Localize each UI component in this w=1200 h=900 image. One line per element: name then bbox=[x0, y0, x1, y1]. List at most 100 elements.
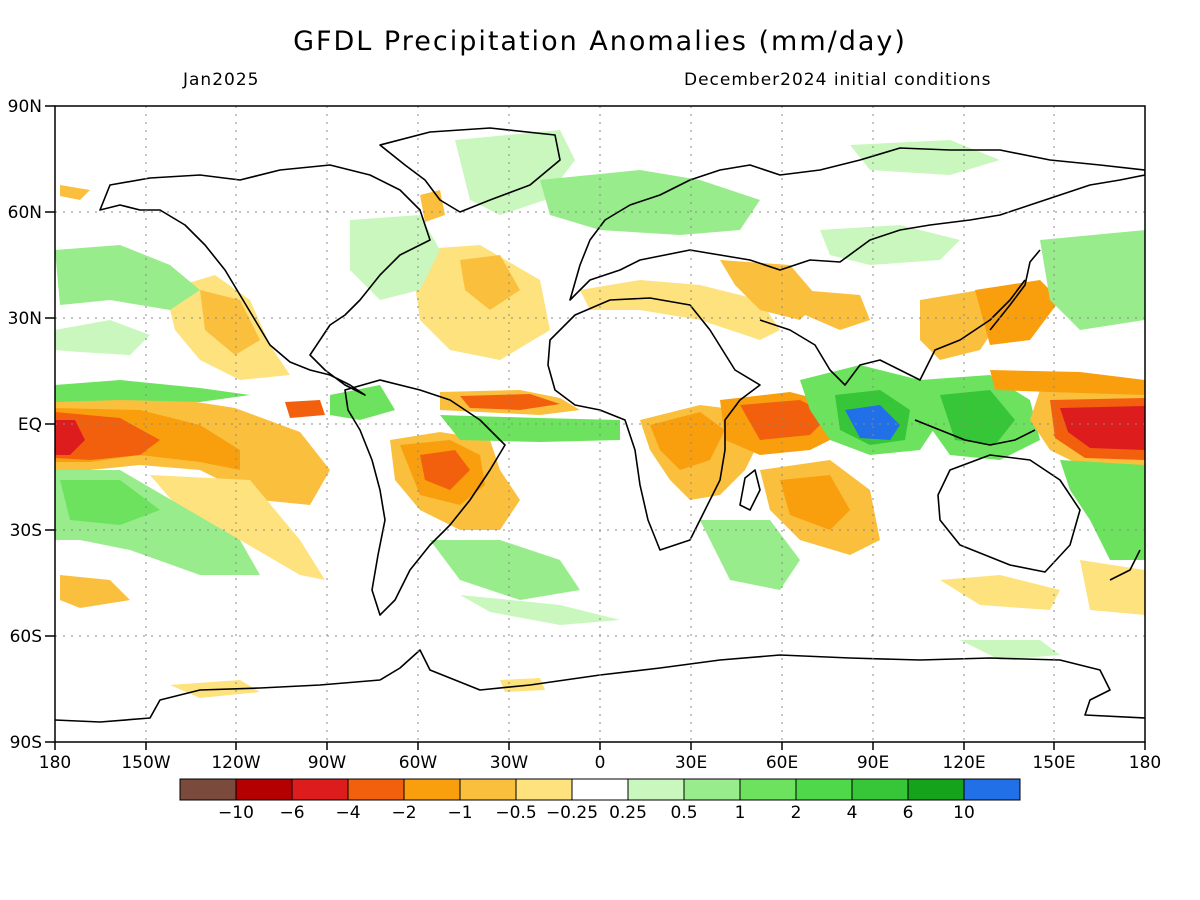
lat-axis: 90N 60N 30N EQ 30S 60S 90S bbox=[8, 97, 55, 753]
coastline-north-america bbox=[99, 164, 431, 396]
lon-label: 60W bbox=[399, 753, 438, 773]
grid-lines bbox=[55, 106, 1145, 742]
anomaly-region bbox=[940, 575, 1060, 610]
anomaly-region bbox=[60, 185, 90, 200]
anomaly-region bbox=[800, 290, 870, 330]
anomaly-fields bbox=[55, 130, 1145, 698]
anomaly-region bbox=[460, 255, 520, 310]
coastline-south-america bbox=[344, 379, 506, 616]
lon-label: 150E bbox=[1032, 753, 1075, 773]
anomaly-region bbox=[55, 412, 160, 460]
anomaly-region bbox=[650, 412, 725, 470]
colorbar-swatches bbox=[179, 778, 1021, 801]
colorbar-swatch bbox=[347, 778, 405, 801]
colorbar-label: −2 bbox=[391, 803, 416, 823]
colorbar-swatch bbox=[235, 778, 293, 801]
lat-label: 60N bbox=[8, 203, 42, 223]
lon-label: 180 bbox=[1129, 753, 1161, 773]
colorbar-label: 2 bbox=[791, 803, 802, 823]
anomaly-region bbox=[55, 320, 150, 355]
lon-label: 120E bbox=[942, 753, 985, 773]
colorbar-frame bbox=[179, 778, 1021, 801]
colorbar-label: 10 bbox=[953, 803, 975, 823]
forecast-month: Jan2025 bbox=[183, 70, 260, 90]
coastline-africa bbox=[547, 297, 761, 551]
colorbar-swatch bbox=[963, 778, 1021, 801]
anomaly-region bbox=[780, 475, 850, 530]
colorbar-label: −6 bbox=[279, 803, 304, 823]
initial-conditions: December2024 initial conditions bbox=[684, 70, 992, 90]
anomaly-region bbox=[420, 450, 470, 490]
coastline-indonesia bbox=[914, 419, 1036, 446]
anomaly-region bbox=[460, 595, 620, 625]
coastline-eurasia bbox=[569, 147, 1145, 301]
anomaly-region bbox=[55, 420, 85, 455]
coastline-new-zealand bbox=[1109, 549, 1141, 581]
anomaly-region bbox=[720, 260, 820, 320]
colorbar-swatch bbox=[739, 778, 797, 801]
colorbar-swatch bbox=[403, 778, 461, 801]
lon-label: 150W bbox=[121, 753, 170, 773]
colorbar: −10 −6 −4 −2 −1 −0.5 −0.25 0.25 0.5 1 2 … bbox=[179, 778, 1021, 823]
colorbar-swatch bbox=[907, 778, 965, 801]
lon-label: 30E bbox=[675, 753, 707, 773]
anomaly-region bbox=[540, 170, 760, 235]
anomaly-region bbox=[975, 280, 1060, 345]
lat-label: 90N bbox=[8, 97, 42, 117]
anomaly-region bbox=[200, 290, 260, 355]
colorbar-swatch bbox=[683, 778, 741, 801]
anomaly-region bbox=[60, 480, 160, 525]
anomaly-region bbox=[350, 215, 440, 300]
anomaly-region bbox=[740, 400, 830, 440]
colorbar-label: −0.25 bbox=[546, 803, 598, 823]
lon-label: 90E bbox=[857, 753, 889, 773]
anomaly-region bbox=[150, 475, 325, 580]
anomaly-region bbox=[700, 520, 800, 590]
coastline-japan bbox=[989, 249, 1041, 331]
coastline-madagascar bbox=[739, 469, 761, 511]
coastline-greenland bbox=[379, 127, 561, 213]
anomaly-region bbox=[1060, 460, 1145, 560]
lat-label: 30S bbox=[10, 521, 42, 541]
anomaly-region bbox=[440, 415, 620, 442]
colorbar-swatch bbox=[851, 778, 909, 801]
colorbar-label: 1 bbox=[735, 803, 746, 823]
colorbar-label: 4 bbox=[847, 803, 858, 823]
colorbar-swatch bbox=[515, 778, 573, 801]
anomaly-region bbox=[1060, 406, 1145, 450]
lat-label: 90S bbox=[10, 733, 42, 753]
lon-label: 30W bbox=[490, 753, 529, 773]
anomaly-region bbox=[960, 640, 1060, 660]
colorbar-label: −0.5 bbox=[495, 803, 536, 823]
colorbar-label: −10 bbox=[218, 803, 254, 823]
lon-label: 180 bbox=[39, 753, 71, 773]
anomaly-region bbox=[820, 225, 960, 265]
anomaly-region bbox=[1080, 560, 1145, 615]
coastline-australia bbox=[937, 454, 1081, 573]
lon-label: 0 bbox=[595, 753, 606, 773]
anomaly-region bbox=[1040, 230, 1145, 330]
anomaly-region bbox=[845, 405, 900, 440]
colorbar-label: 6 bbox=[903, 803, 914, 823]
lat-label: 60S bbox=[10, 627, 42, 647]
anomaly-region bbox=[430, 540, 580, 600]
colorbar-label: −1 bbox=[447, 803, 472, 823]
colorbar-swatch bbox=[627, 778, 685, 801]
anomaly-region bbox=[940, 390, 1015, 445]
colorbar-swatch bbox=[291, 778, 349, 801]
anomaly-region bbox=[580, 280, 780, 340]
colorbar-label: 0.25 bbox=[609, 803, 647, 823]
colorbar-swatch bbox=[571, 778, 629, 801]
lat-label: EQ bbox=[18, 415, 42, 435]
anomaly-region bbox=[990, 370, 1145, 395]
colorbar-label: 0.5 bbox=[670, 803, 697, 823]
colorbar-swatch bbox=[795, 778, 853, 801]
colorbar-swatch bbox=[459, 778, 517, 801]
anomaly-region bbox=[410, 245, 550, 360]
anomaly-region bbox=[285, 400, 325, 418]
lon-label: 90W bbox=[308, 753, 347, 773]
coastline-india bbox=[759, 279, 1026, 386]
anomaly-region bbox=[460, 394, 560, 410]
lon-axis: 180 150W 120W 90W 60W 30W 0 30E 60E 90E … bbox=[39, 742, 1161, 773]
lon-label: 120W bbox=[211, 753, 260, 773]
